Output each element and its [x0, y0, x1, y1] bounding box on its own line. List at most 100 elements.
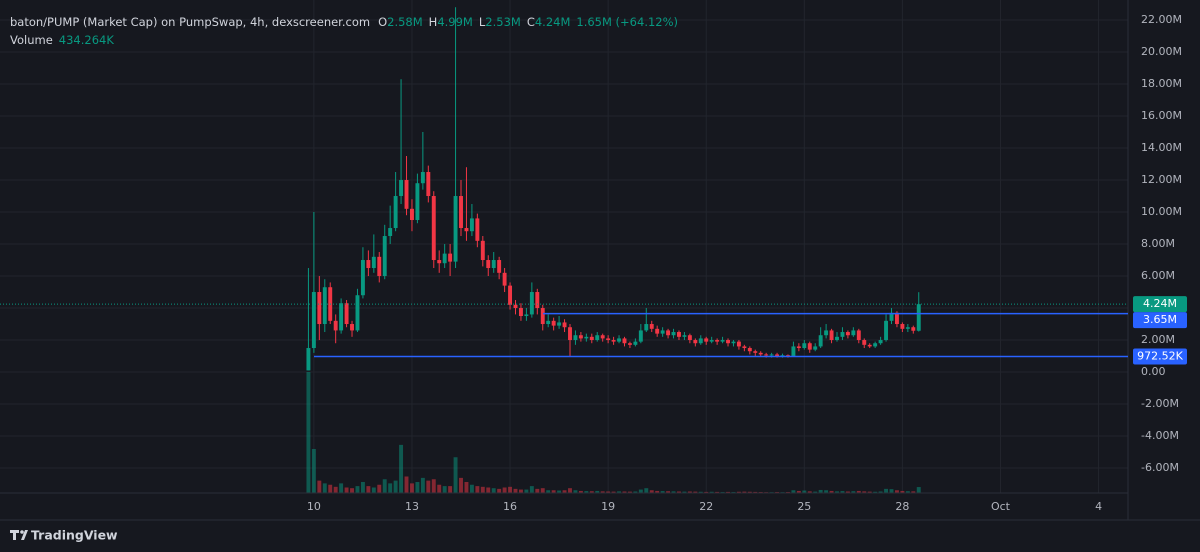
candle-body: [802, 343, 807, 349]
candle-body: [622, 338, 627, 344]
candle-body: [894, 312, 899, 325]
volume-bar: [840, 491, 845, 493]
volume-bar: [600, 491, 605, 493]
x-tick-label: 25: [797, 500, 811, 513]
candle-body: [546, 320, 551, 325]
candle-body: [584, 336, 589, 339]
h-label: H: [429, 15, 438, 29]
volume-bar: [344, 487, 349, 493]
volume-bar: [535, 488, 540, 493]
volume-bar: [829, 490, 834, 493]
candle-body: [753, 351, 758, 353]
candle-body: [371, 256, 376, 269]
volume-bar: [845, 491, 850, 493]
watermark: TradingView: [31, 528, 118, 543]
candle-body: [736, 341, 741, 347]
candle-body: [377, 256, 382, 277]
volume-bar: [753, 491, 758, 493]
volume-bar: [644, 488, 649, 493]
candle-body: [393, 196, 398, 229]
candle-body: [742, 346, 747, 349]
volume-bar: [393, 480, 398, 493]
l-value: 2.53M: [485, 15, 521, 29]
volume-bar: [726, 491, 730, 493]
candle-body: [589, 336, 594, 341]
volume-bar: [802, 490, 807, 493]
volume-bar: [807, 491, 812, 493]
candle-body: [360, 260, 365, 296]
volume-bar: [399, 444, 404, 493]
volume-bar: [502, 487, 507, 493]
candle-body: [835, 336, 839, 341]
candle-body: [491, 260, 496, 269]
volume-value: 434.264K: [59, 33, 115, 47]
y-tick-label: 8.00M: [1141, 237, 1175, 250]
volume-bar: [655, 490, 660, 493]
volume-bar: [622, 491, 627, 493]
volume-bar: [698, 491, 703, 493]
volume-bar: [442, 486, 447, 493]
volume-bar: [377, 484, 382, 493]
volume-bar: [687, 491, 692, 493]
volume-bar: [905, 491, 910, 493]
candle-body: [420, 172, 425, 184]
volume-bar: [551, 490, 556, 493]
candle-body: [682, 335, 687, 337]
candle-body: [415, 183, 420, 221]
volume-bar: [497, 488, 502, 493]
volume-bar: [851, 491, 856, 493]
candle-body: [469, 218, 474, 232]
volume-bar: [453, 457, 458, 493]
volume-bar: [568, 488, 572, 493]
l-label: L: [479, 15, 486, 29]
volume-bar: [617, 491, 621, 493]
price-label: 972.52K: [1137, 349, 1183, 362]
y-tick-label: 14.00M: [1141, 141, 1182, 154]
volume-bar: [306, 372, 311, 493]
volume-bar: [388, 483, 393, 493]
y-tick-label: 12.00M: [1141, 173, 1182, 186]
candle-body: [671, 332, 676, 336]
candle-body: [720, 340, 725, 342]
candle-body: [633, 341, 638, 345]
volume-bar: [633, 491, 638, 493]
c-value: 4.24M: [535, 15, 571, 29]
candle-body: [878, 340, 883, 344]
volume-bar: [671, 491, 676, 493]
volume-bar: [606, 491, 611, 493]
volume-bar: [469, 484, 474, 493]
volume-bar: [911, 491, 916, 493]
candle-body: [813, 346, 818, 350]
candle-body: [366, 260, 371, 269]
volume-bar: [486, 487, 491, 493]
volume-bar: [420, 477, 425, 493]
volume-bar: [677, 491, 681, 493]
volume-bar: [818, 489, 823, 493]
candle-body: [426, 172, 431, 197]
volume-bar: [513, 488, 518, 493]
candle-body: [698, 338, 703, 344]
volume-bar: [666, 491, 671, 493]
x-tick-label: 10: [307, 500, 321, 513]
grid: [0, 0, 1128, 493]
candle-body: [726, 340, 730, 344]
o-label: O: [378, 15, 387, 29]
candle-body: [627, 343, 632, 345]
candle-body: [791, 346, 796, 357]
volume-bar: [704, 491, 709, 493]
title: baton/PUMP (Market Cap) on PumpSwap, 4h,…: [10, 15, 370, 29]
candle-body: [796, 346, 801, 349]
candle-body: [333, 320, 338, 331]
candle-body: [769, 354, 774, 356]
candle-body: [747, 348, 752, 352]
volume-bar: [595, 490, 600, 493]
volume-bar: [464, 482, 469, 493]
volume-bar: [638, 489, 643, 493]
candle-body: [677, 332, 681, 337]
logo-icon: [10, 530, 28, 540]
volume-pane: [306, 372, 921, 493]
volume-bar: [813, 491, 818, 493]
volume-bar: [371, 487, 376, 493]
volume-bar: [317, 480, 322, 493]
candle-body: [758, 352, 763, 355]
